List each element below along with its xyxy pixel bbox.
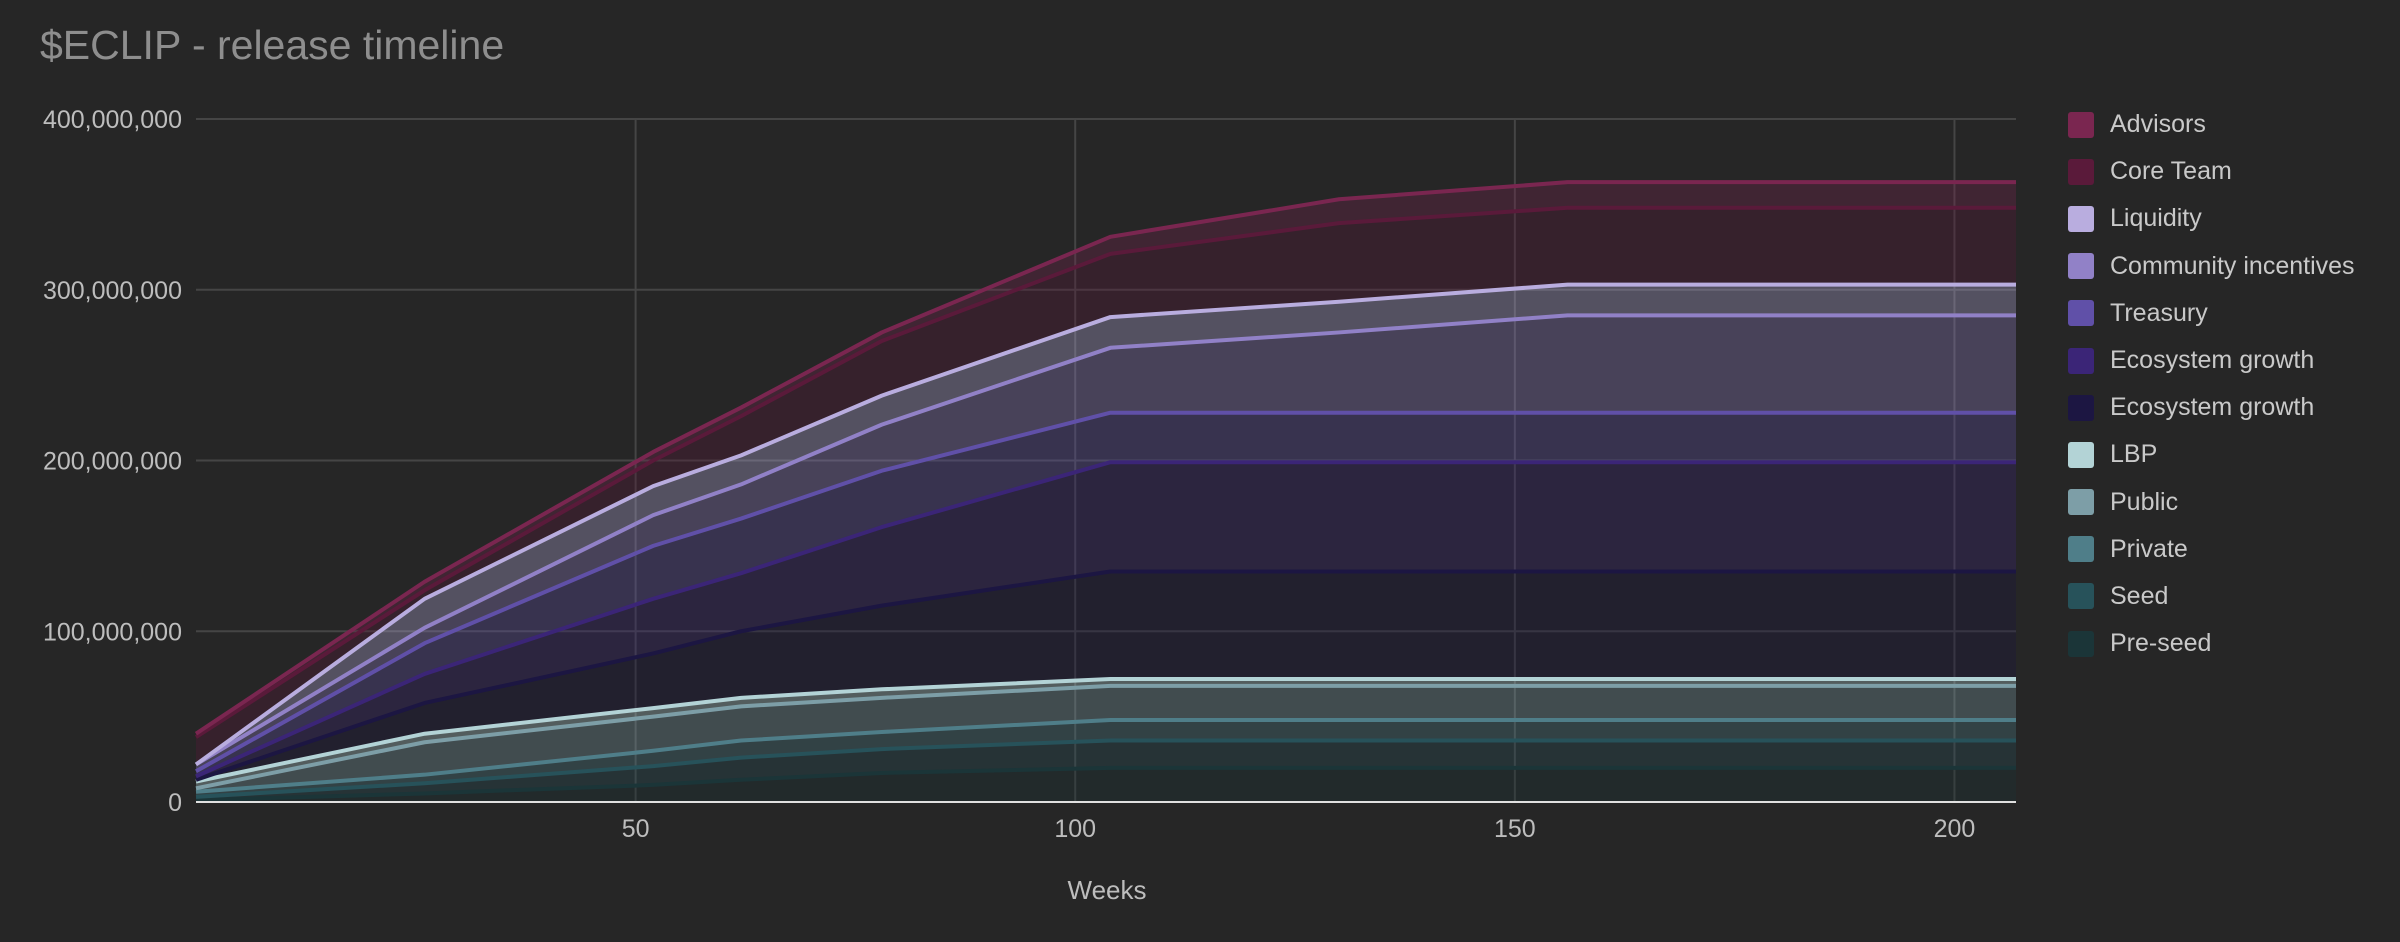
area-series[interactable] <box>196 767 2016 802</box>
series-line[interactable] <box>194 313 2016 767</box>
legend-item[interactable]: Public <box>2068 479 2355 526</box>
legend-label: Advisors <box>2110 110 2206 139</box>
legend-swatch <box>2068 489 2094 516</box>
legend-swatch <box>2068 205 2094 232</box>
area-series[interactable] <box>196 315 2016 772</box>
legend-label: Ecosystem growth <box>2110 393 2315 422</box>
y-tick-label: 400,000,000 <box>43 106 182 134</box>
legend-item[interactable]: Ecosystem growth <box>2068 337 2355 384</box>
series-line[interactable] <box>195 765 2016 803</box>
series-line[interactable] <box>195 677 2016 784</box>
y-tick-label: 200,000,000 <box>43 448 182 476</box>
legend-item[interactable]: Seed <box>2068 573 2355 620</box>
area-series[interactable] <box>196 571 2016 782</box>
chart-title: $ECLIP - release timeline <box>40 22 505 68</box>
legend-label: Core Team <box>2110 157 2232 186</box>
series-line[interactable] <box>195 569 2016 782</box>
legend-item[interactable]: Private <box>2068 526 2355 573</box>
series-line[interactable] <box>195 683 2016 791</box>
series-line[interactable] <box>194 180 2016 736</box>
series-line[interactable] <box>195 460 2016 779</box>
x-tick-label: 100 <box>1054 815 1096 843</box>
area-series[interactable] <box>196 740 2016 801</box>
series-line[interactable] <box>195 738 2016 799</box>
legend-swatch <box>2068 111 2094 138</box>
x-tick-label: 50 <box>622 815 650 843</box>
legend-item[interactable]: Advisors <box>2068 101 2355 148</box>
area-series[interactable] <box>196 462 2016 780</box>
legend-label: LBP <box>2110 440 2158 469</box>
y-tick-label: 100,000,000 <box>43 618 182 646</box>
legend-item[interactable]: Treasury <box>2068 290 2355 337</box>
area-series[interactable] <box>196 685 2016 792</box>
x-axis-title: Weeks <box>1068 875 1147 905</box>
legend-item[interactable]: Core Team <box>2068 148 2355 195</box>
legend-swatch <box>2068 158 2094 185</box>
series-line[interactable] <box>194 205 2016 739</box>
series-line[interactable] <box>195 410 2016 774</box>
area-series[interactable] <box>196 207 2016 765</box>
legend-item[interactable]: Pre-seed <box>2068 620 2355 667</box>
legend-label: Liquidity <box>2110 204 2202 233</box>
legend-label: Pre-seed <box>2110 629 2212 658</box>
legend-swatch <box>2068 347 2094 374</box>
legend-item[interactable]: LBP <box>2068 431 2355 478</box>
legend-swatch <box>2068 583 2094 610</box>
legend-label: Ecosystem growth <box>2110 346 2315 375</box>
legend-label: Community incentives <box>2110 251 2355 280</box>
y-tick-label: 300,000,000 <box>43 277 182 305</box>
legend-item[interactable]: Community incentives <box>2068 243 2355 290</box>
area-series[interactable] <box>196 412 2016 777</box>
legend-item[interactable]: Liquidity <box>2068 195 2355 242</box>
legend-swatch <box>2068 630 2094 657</box>
legend-label: Treasury <box>2110 298 2208 327</box>
legend-label: Private <box>2110 534 2188 563</box>
series-line[interactable] <box>195 718 2016 794</box>
x-tick-label: 150 <box>1494 815 1536 843</box>
legend: Advisors Core Team Liquidity Community ince… <box>2068 101 2355 667</box>
legend-item[interactable]: Ecosystem growth <box>2068 384 2355 431</box>
x-tick-label: 200 <box>1934 815 1976 843</box>
legend-swatch <box>2068 441 2094 468</box>
legend-label: Seed <box>2110 581 2169 610</box>
legend-swatch <box>2068 536 2094 563</box>
series-line[interactable] <box>194 282 2016 767</box>
legend-swatch <box>2068 394 2094 421</box>
legend-swatch <box>2068 253 2094 280</box>
legend-swatch <box>2068 300 2094 327</box>
legend-label: Public <box>2110 487 2179 516</box>
y-tick-label: 0 <box>168 789 182 817</box>
